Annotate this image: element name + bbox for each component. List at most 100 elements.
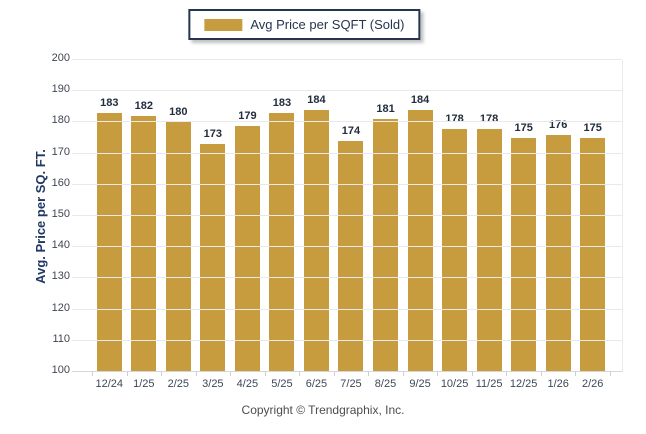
gridline <box>72 339 622 341</box>
bar-value-label: 183 <box>100 97 119 109</box>
bar <box>234 126 260 372</box>
x-tick-label: 1/26 <box>547 378 569 390</box>
x-axis-tick <box>92 372 93 376</box>
legend-label: Avg Price per SQFT (Sold) <box>250 17 405 32</box>
bar <box>303 110 329 372</box>
x-axis-tick <box>195 372 197 376</box>
bar <box>442 129 468 372</box>
bar-value-label: 179 <box>238 110 257 122</box>
x-axis-tick <box>126 372 128 376</box>
bar <box>269 113 295 372</box>
bar-value-label: 180 <box>169 106 188 118</box>
x-axis-tick <box>264 372 266 376</box>
x-axis-tick <box>471 372 473 376</box>
bar-slot: 175 <box>575 60 610 372</box>
x-axis-tick <box>368 372 370 376</box>
x-tick-label: 9/25 <box>409 378 431 390</box>
bar-slot: 182 <box>127 60 162 372</box>
bar-value-label: 184 <box>410 94 430 106</box>
x-axis-tick <box>299 372 301 376</box>
bar <box>131 116 157 372</box>
gridline <box>72 277 622 279</box>
copyright-text: Copyright © Trendgraphix, Inc. <box>241 403 405 417</box>
bar-value-label: 175 <box>514 122 533 134</box>
gridline <box>72 90 622 92</box>
x-axis-tick <box>402 372 404 376</box>
x-tick-label: 12/25 <box>509 378 538 390</box>
bar-value-label: 181 <box>376 103 395 115</box>
x-tick-label: 3/25 <box>202 378 224 390</box>
bar <box>373 119 399 372</box>
y-tick-label: 110 <box>52 332 70 345</box>
bar <box>96 113 122 372</box>
bar-slot: 178 <box>437 60 472 372</box>
x-axis-tick <box>610 372 611 376</box>
y-tick-label: 150 <box>51 208 70 220</box>
bar-slot: 175 <box>506 60 541 372</box>
x-tick-label: 2/26 <box>581 378 604 390</box>
y-tick-label: 170 <box>51 145 70 158</box>
x-tick-label: 6/25 <box>305 378 328 390</box>
bar-slot: 178 <box>472 60 507 372</box>
bar <box>476 129 502 372</box>
x-axis-tick <box>575 372 577 376</box>
bar-value-label: 173 <box>203 128 223 140</box>
bar-slot: 174 <box>334 60 369 372</box>
x-tick-label: 10/25 <box>440 378 469 390</box>
x-axis-tick <box>161 372 163 376</box>
gridline <box>72 183 622 185</box>
x-axis-tick <box>230 372 232 376</box>
y-tick-label: 130 <box>51 270 70 283</box>
bar-slot: 180 <box>161 60 196 372</box>
x-axis-tick <box>333 372 335 376</box>
bars-row: 183 182 180 173 179 183 184 174 181 184 178 178 175 1… <box>78 60 622 372</box>
y-tick-label: 190 <box>51 83 70 96</box>
bar-value-label: 183 <box>272 97 292 109</box>
gridline <box>72 59 622 60</box>
bar-value-label: 174 <box>341 125 361 137</box>
gridline <box>72 308 622 310</box>
bar-value-label: 176 <box>548 119 568 131</box>
x-axis-tick <box>540 372 542 376</box>
bar-slot: 184 <box>299 60 334 372</box>
x-axis-labels: 12/24 1/25 2/25 3/25 4/25 5/25 6/25 7/25 8/25 9/2… <box>78 378 622 390</box>
bar-value-label: 178 <box>445 113 464 125</box>
bar-slot: 179 <box>230 60 265 372</box>
x-tick-label: 7/25 <box>340 378 362 390</box>
x-tick-label: 12/24 <box>95 378 124 390</box>
gridline <box>72 215 622 216</box>
y-tick-label: 100 <box>51 364 70 376</box>
y-tick-label: 140 <box>51 239 70 252</box>
bar-value-label: 178 <box>479 113 499 125</box>
x-tick-label: 2/25 <box>167 378 190 390</box>
gridline <box>72 371 622 372</box>
gridline <box>72 152 622 154</box>
x-tick-label: 11/25 <box>475 378 503 390</box>
chart-legend: Avg Price per SQFT (Sold) <box>188 9 421 40</box>
x-axis-tick <box>506 372 508 376</box>
bar <box>511 138 537 372</box>
bar-slot: 176 <box>541 60 576 372</box>
gridline <box>72 121 622 123</box>
y-tick-label: 120 <box>51 301 70 314</box>
bar-slot: 184 <box>403 60 438 372</box>
bar <box>200 144 226 372</box>
bar <box>545 135 571 372</box>
x-tick-label: 8/25 <box>374 378 397 390</box>
x-tick-label: 4/25 <box>236 378 259 390</box>
x-tick-label: 1/25 <box>133 378 155 390</box>
bar <box>580 138 606 372</box>
bar <box>338 141 364 372</box>
y-tick-label: 200 <box>51 52 70 64</box>
bar-slot: 183 <box>92 60 127 372</box>
plot-area: 183 182 180 173 179 183 184 174 181 184 178 178 175 1… <box>52 53 623 376</box>
y-tick-label: 160 <box>51 176 70 189</box>
x-axis-tick <box>437 372 439 376</box>
legend-swatch-icon <box>204 18 243 31</box>
bar-slot: 173 <box>196 60 231 372</box>
bar-slot: 181 <box>368 60 403 372</box>
bar-slot: 183 <box>265 60 300 372</box>
bar-value-label: 175 <box>583 122 602 134</box>
y-tick-label: 180 <box>51 114 70 127</box>
